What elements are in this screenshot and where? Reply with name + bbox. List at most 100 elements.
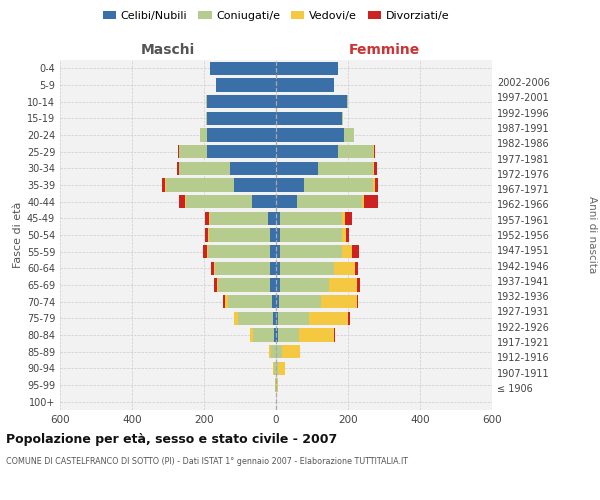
Bar [269,278,276,291]
Bar [269,262,276,275]
Bar [319,162,373,175]
Bar [177,162,179,175]
Bar [206,112,207,125]
Bar [269,228,276,241]
Bar [297,195,362,208]
Bar [207,128,276,141]
Bar [342,212,345,225]
Bar [209,212,210,225]
Bar [329,278,358,291]
Bar [347,95,348,108]
Bar [225,295,228,308]
Bar [276,295,279,308]
Bar [185,195,186,208]
Bar [211,62,276,75]
Bar [215,78,276,92]
Bar [207,245,208,258]
Bar [203,245,207,258]
Legend: Celibi/Nubili, Coniugati/e, Vedovi/e, Divorziati/e: Celibi/Nubili, Coniugati/e, Vedovi/e, Di… [98,6,454,25]
Bar [211,262,214,275]
Bar [207,95,276,108]
Bar [356,295,358,308]
Bar [238,312,273,325]
Bar [273,312,276,325]
Bar [276,362,278,375]
Text: Femmine: Femmine [349,42,419,56]
Bar [304,178,373,192]
Bar [208,228,209,241]
Bar [280,228,341,241]
Bar [276,95,347,108]
Bar [210,212,268,225]
Bar [234,312,238,325]
Bar [274,362,276,375]
Bar [277,378,278,392]
Bar [373,145,374,158]
Bar [271,345,276,358]
Bar [374,162,377,175]
Bar [276,312,278,325]
Bar [362,195,364,208]
Y-axis label: Fasce di età: Fasce di età [13,202,23,268]
Bar [205,228,208,241]
Bar [276,128,344,141]
Bar [233,312,234,325]
Bar [341,228,346,241]
Bar [375,178,378,192]
Text: Anni di nascita: Anni di nascita [587,196,597,274]
Bar [276,245,280,258]
Bar [278,362,285,375]
Bar [253,328,274,342]
Text: COMUNE DI CASTELFRANCO DI SOTTO (PI) - Dati ISTAT 1° gennaio 2007 - Elaborazione: COMUNE DI CASTELFRANCO DI SOTTO (PI) - D… [6,458,408,466]
Bar [276,112,341,125]
Bar [214,262,215,275]
Bar [268,212,276,225]
Text: Maschi: Maschi [141,42,195,56]
Bar [334,262,355,275]
Bar [179,195,185,208]
Bar [200,128,207,141]
Bar [344,128,354,141]
Bar [349,312,350,325]
Bar [373,162,374,175]
Bar [215,262,269,275]
Text: Popolazione per età, sesso e stato civile - 2007: Popolazione per età, sesso e stato civil… [6,432,337,446]
Bar [310,312,349,325]
Bar [358,278,360,291]
Bar [276,212,280,225]
Bar [223,295,225,308]
Bar [179,162,230,175]
Bar [364,195,378,208]
Bar [280,245,341,258]
Bar [276,378,277,392]
Bar [280,278,329,291]
Bar [341,112,343,125]
Bar [233,178,276,192]
Bar [299,328,334,342]
Bar [373,178,375,192]
Bar [217,278,218,291]
Bar [276,228,280,241]
Bar [186,195,251,208]
Bar [279,295,322,308]
Bar [275,378,276,392]
Bar [345,212,352,225]
Bar [276,195,297,208]
Bar [208,245,269,258]
Bar [228,295,272,308]
Bar [280,212,342,225]
Bar [269,245,276,258]
Bar [209,228,269,241]
Bar [269,345,271,358]
Bar [276,345,283,358]
Bar [230,162,276,175]
Bar [166,178,233,192]
Bar [276,78,334,92]
Bar [334,328,335,342]
Bar [338,145,373,158]
Bar [276,262,280,275]
Bar [355,262,358,275]
Bar [274,328,276,342]
Bar [346,228,349,241]
Bar [165,178,166,192]
